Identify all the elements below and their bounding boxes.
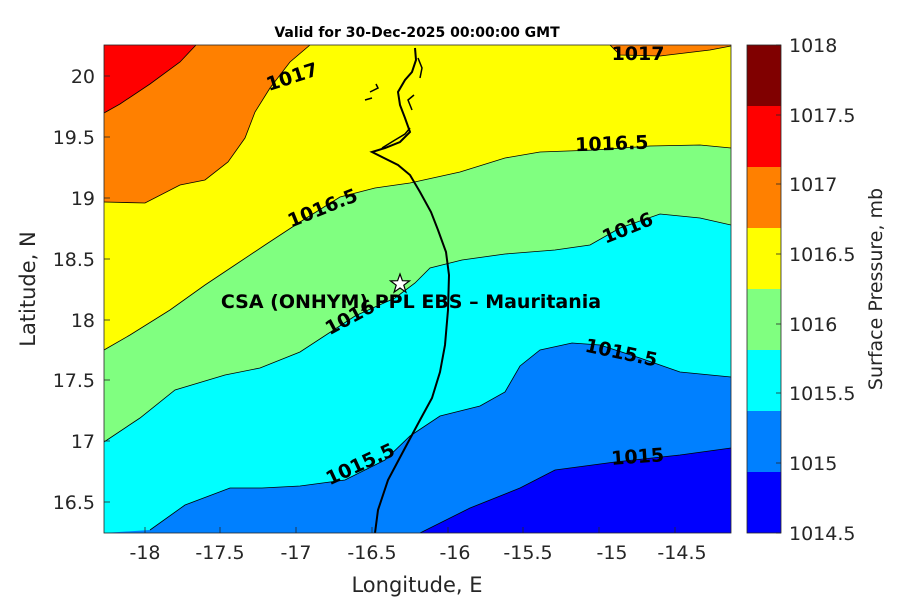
contour-lines bbox=[104, 45, 731, 533]
colorbar-tick-label: 1015.5 bbox=[789, 383, 855, 405]
y-axis: 16.5 17 17.5 18 18.5 19 19.5 20 Latitude… bbox=[16, 66, 110, 514]
colorbar-tick-label: 1017 bbox=[789, 174, 837, 196]
colorbar-band bbox=[747, 228, 781, 289]
plot-frame bbox=[103, 44, 732, 534]
y-tick-label: 19.5 bbox=[53, 127, 95, 149]
colorbar-band bbox=[747, 350, 781, 411]
contour-fill-layer bbox=[104, 45, 731, 533]
y-axis-label: Latitude, N bbox=[16, 231, 40, 347]
y-tick-label: 17 bbox=[71, 431, 95, 453]
contour-label-1016-5-a: 1016.5 bbox=[575, 132, 649, 157]
x-tick-label: -16.5 bbox=[347, 542, 396, 564]
x-tick-label: -17 bbox=[280, 542, 311, 564]
colorbar-band bbox=[747, 45, 781, 106]
colorbar-tick-label: 1018 bbox=[789, 35, 837, 57]
site-star-icon bbox=[388, 272, 412, 294]
colorbar-band bbox=[747, 167, 781, 228]
y-tick-label: 17.5 bbox=[53, 370, 95, 392]
x-tick-label: -15 bbox=[596, 542, 627, 564]
colorbar-frame bbox=[746, 44, 782, 534]
coastline bbox=[364, 47, 451, 533]
colorbar-band bbox=[747, 289, 781, 350]
x-axis: -18 -17.5 -17 -16.5 -16 -15.5 -15 -14.5 … bbox=[129, 527, 707, 597]
x-tick-label: -17.5 bbox=[195, 542, 244, 564]
contour-label-1015: 1015 bbox=[610, 444, 664, 470]
colorbar-label: Surface Pressure, mb bbox=[865, 188, 887, 390]
y-tick-label: 18 bbox=[71, 310, 95, 332]
x-tick-label: -15.5 bbox=[503, 542, 552, 564]
contour-label-1017-b: 1017 bbox=[612, 43, 665, 65]
x-axis-label: Longitude, E bbox=[351, 573, 482, 597]
y-tick-label: 16.5 bbox=[53, 492, 95, 514]
y-tick-label: 20 bbox=[71, 66, 95, 88]
map-title: Valid for 30-Dec-2025 00:00:00 GMT bbox=[274, 25, 560, 41]
colorbar-tick-label: 1016 bbox=[789, 314, 837, 336]
band-1017-5-1018 bbox=[104, 45, 196, 113]
colorbar-band bbox=[747, 106, 781, 167]
x-tick-label: -18 bbox=[129, 542, 160, 564]
colorbar-tick-label: 1016.5 bbox=[789, 244, 855, 266]
band-1016-5-1017 bbox=[104, 45, 731, 350]
site-label: CSA (ONHYM) PPL EBS – Mauritania bbox=[221, 291, 601, 313]
y-tick-label: 18.5 bbox=[53, 249, 95, 271]
colorbar: 1018 1017.5 1017 1016.5 1016 1015.5 1015… bbox=[746, 35, 887, 545]
colorbar-tick-label: 1014.5 bbox=[789, 523, 855, 545]
x-tick-label: -14.5 bbox=[657, 542, 706, 564]
x-tick-label: -16 bbox=[439, 542, 470, 564]
colorbar-tick-label: 1015 bbox=[789, 453, 837, 475]
band-1017-1017-5 bbox=[104, 45, 731, 203]
colorbar-band bbox=[747, 411, 781, 472]
colorbar-band bbox=[747, 472, 781, 533]
y-tick-label: 19 bbox=[71, 188, 95, 210]
colorbar-tick-label: 1017.5 bbox=[789, 105, 855, 127]
